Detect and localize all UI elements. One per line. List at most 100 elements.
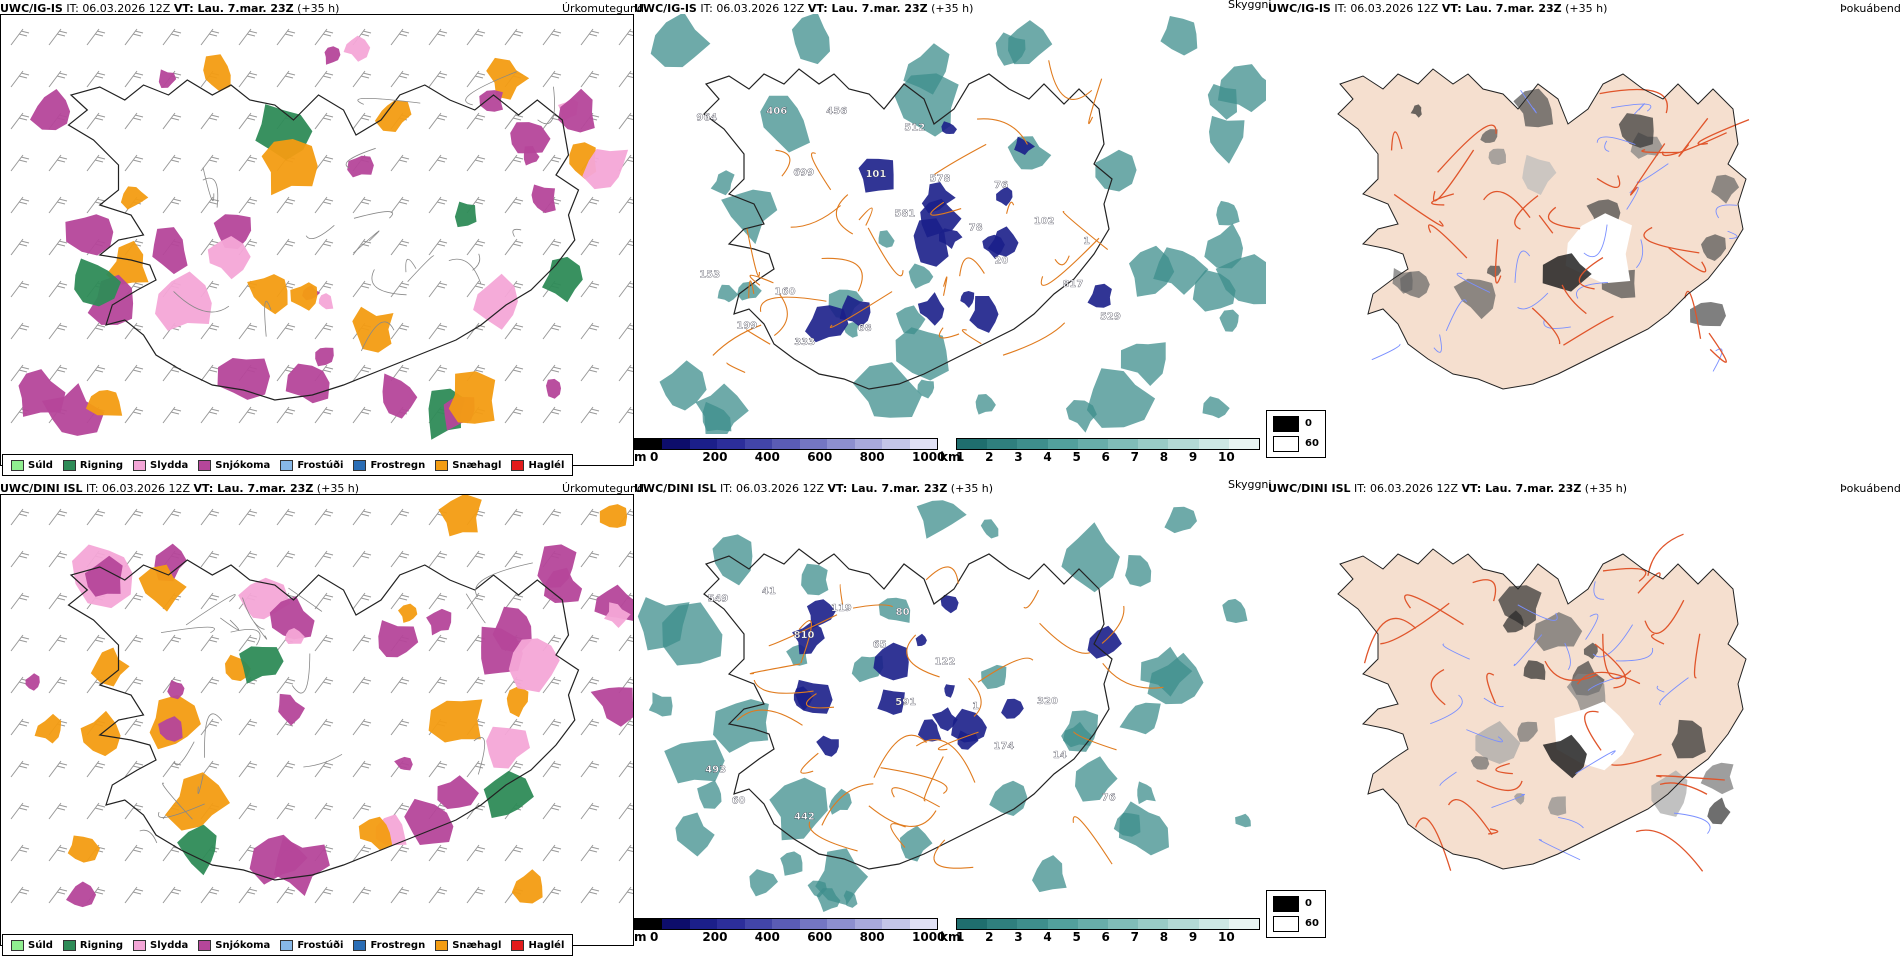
cloud-base-area — [951, 708, 987, 743]
fog-area — [1502, 610, 1524, 633]
wind-barb — [352, 70, 372, 88]
wind-barb — [352, 508, 372, 526]
iceland-coastline — [1337, 548, 1747, 870]
river — [1371, 343, 1401, 361]
wind-barb — [86, 802, 106, 820]
river — [1564, 642, 1571, 671]
wind-barb — [200, 718, 220, 736]
wind-barb — [276, 406, 296, 424]
visibility-area — [1164, 506, 1197, 534]
visibility-area — [1086, 368, 1156, 428]
road — [1602, 567, 1647, 582]
wind-barb — [618, 550, 633, 568]
road — [1494, 239, 1502, 284]
river — [1587, 675, 1623, 691]
road — [407, 255, 435, 282]
precip-area — [404, 798, 454, 845]
wind-barb — [48, 634, 68, 652]
precip-area — [167, 680, 185, 700]
fog-index-panel-top: UWC/IG-IS IT: 06.03.2026 12Z VT: Lau. 7.… — [1266, 2, 1900, 478]
road — [746, 228, 761, 277]
cloud-base-label: 76 — [1102, 792, 1116, 803]
cloud-base-labels: 549 810 591 174 76 41 65 1 14 60 119 122 320 493 442 80 — [705, 586, 1116, 823]
colorbar-segment — [854, 919, 883, 929]
visibility-area — [1219, 309, 1239, 332]
colorbar-segment — [1168, 439, 1199, 449]
wind-barb — [504, 28, 524, 46]
road — [288, 587, 323, 612]
wind-barb — [48, 844, 68, 862]
road — [475, 562, 533, 598]
wind-barb — [542, 70, 562, 88]
wind-barb — [390, 592, 410, 610]
cloud-base-visibility-panel-top: UWC/IG-IS IT: 06.03.2026 12Z VT: Lau. 7.… — [634, 0, 1271, 478]
lead-time: (+35 h) — [313, 482, 360, 495]
road — [937, 731, 979, 751]
cloud-base-area — [913, 218, 949, 267]
river — [1673, 812, 1711, 834]
wind-barb — [466, 760, 486, 778]
iceland-coastline — [703, 68, 1113, 390]
scale-unit: km — [940, 450, 961, 464]
wind-barb — [238, 718, 258, 736]
cloud-base-map: 549 810 591 174 76 41 65 1 14 60 119 122 320 493 442 80 — [637, 500, 1251, 912]
road — [906, 634, 940, 678]
wind-barb — [618, 28, 633, 46]
road — [1390, 131, 1403, 151]
legend-item: Haglél — [511, 939, 564, 951]
visibility-area — [1235, 813, 1251, 828]
cloud-base-label: 493 — [705, 765, 726, 776]
colorbar-segment — [957, 439, 988, 449]
wind-barb — [504, 154, 524, 172]
visibility-area — [1204, 223, 1243, 269]
road — [829, 291, 893, 329]
road — [775, 149, 791, 177]
wind-barb — [238, 28, 258, 46]
fog-legend: 0 60 — [1266, 890, 1326, 938]
cloud-base-area — [1087, 283, 1112, 308]
fog-area — [1400, 271, 1430, 299]
road — [1602, 633, 1632, 680]
wind-barb — [314, 508, 334, 526]
road — [353, 230, 380, 254]
road — [1547, 206, 1581, 230]
river — [1576, 282, 1609, 299]
wind-barb — [238, 406, 258, 424]
scale-tick: 0 — [650, 450, 659, 464]
visibility-area — [908, 263, 934, 289]
precip-area — [531, 184, 556, 214]
wind-barb — [10, 70, 30, 88]
precip-area — [34, 713, 62, 744]
road — [821, 257, 863, 292]
wind-barb — [352, 406, 372, 424]
cloud-base-areas — [805, 121, 1112, 343]
wind-barb — [580, 238, 600, 256]
visibility-area — [650, 14, 711, 68]
colorbar-segment — [1168, 919, 1199, 929]
cloud-base-label: 20 — [994, 255, 1008, 266]
visibility-area — [791, 14, 830, 65]
iceland-coastline — [67, 79, 580, 401]
river — [1445, 299, 1467, 332]
colorbar-segment — [1108, 919, 1139, 929]
wind-barb — [48, 802, 68, 820]
wind-barb — [276, 676, 296, 694]
visibility-area — [1119, 702, 1161, 735]
cloud-base-label: 591 — [895, 697, 916, 708]
scale-unit: m — [634, 930, 647, 944]
wind-barb — [200, 634, 220, 652]
road — [890, 823, 906, 848]
road — [1023, 589, 1040, 609]
wind-barb — [352, 886, 372, 904]
precip-type-legend: Súld Rigning Slydda Snjókoma Frostúði Fr… — [2, 454, 574, 476]
road — [512, 228, 522, 237]
wind-barb — [48, 154, 68, 172]
road — [1072, 816, 1113, 865]
visibility-area — [659, 360, 707, 411]
colorbar-segment — [882, 439, 910, 449]
wind-barb — [200, 886, 220, 904]
precip-area — [217, 358, 270, 400]
road — [465, 71, 517, 106]
cloud-base-label: 512 — [904, 123, 925, 134]
road — [880, 767, 948, 794]
